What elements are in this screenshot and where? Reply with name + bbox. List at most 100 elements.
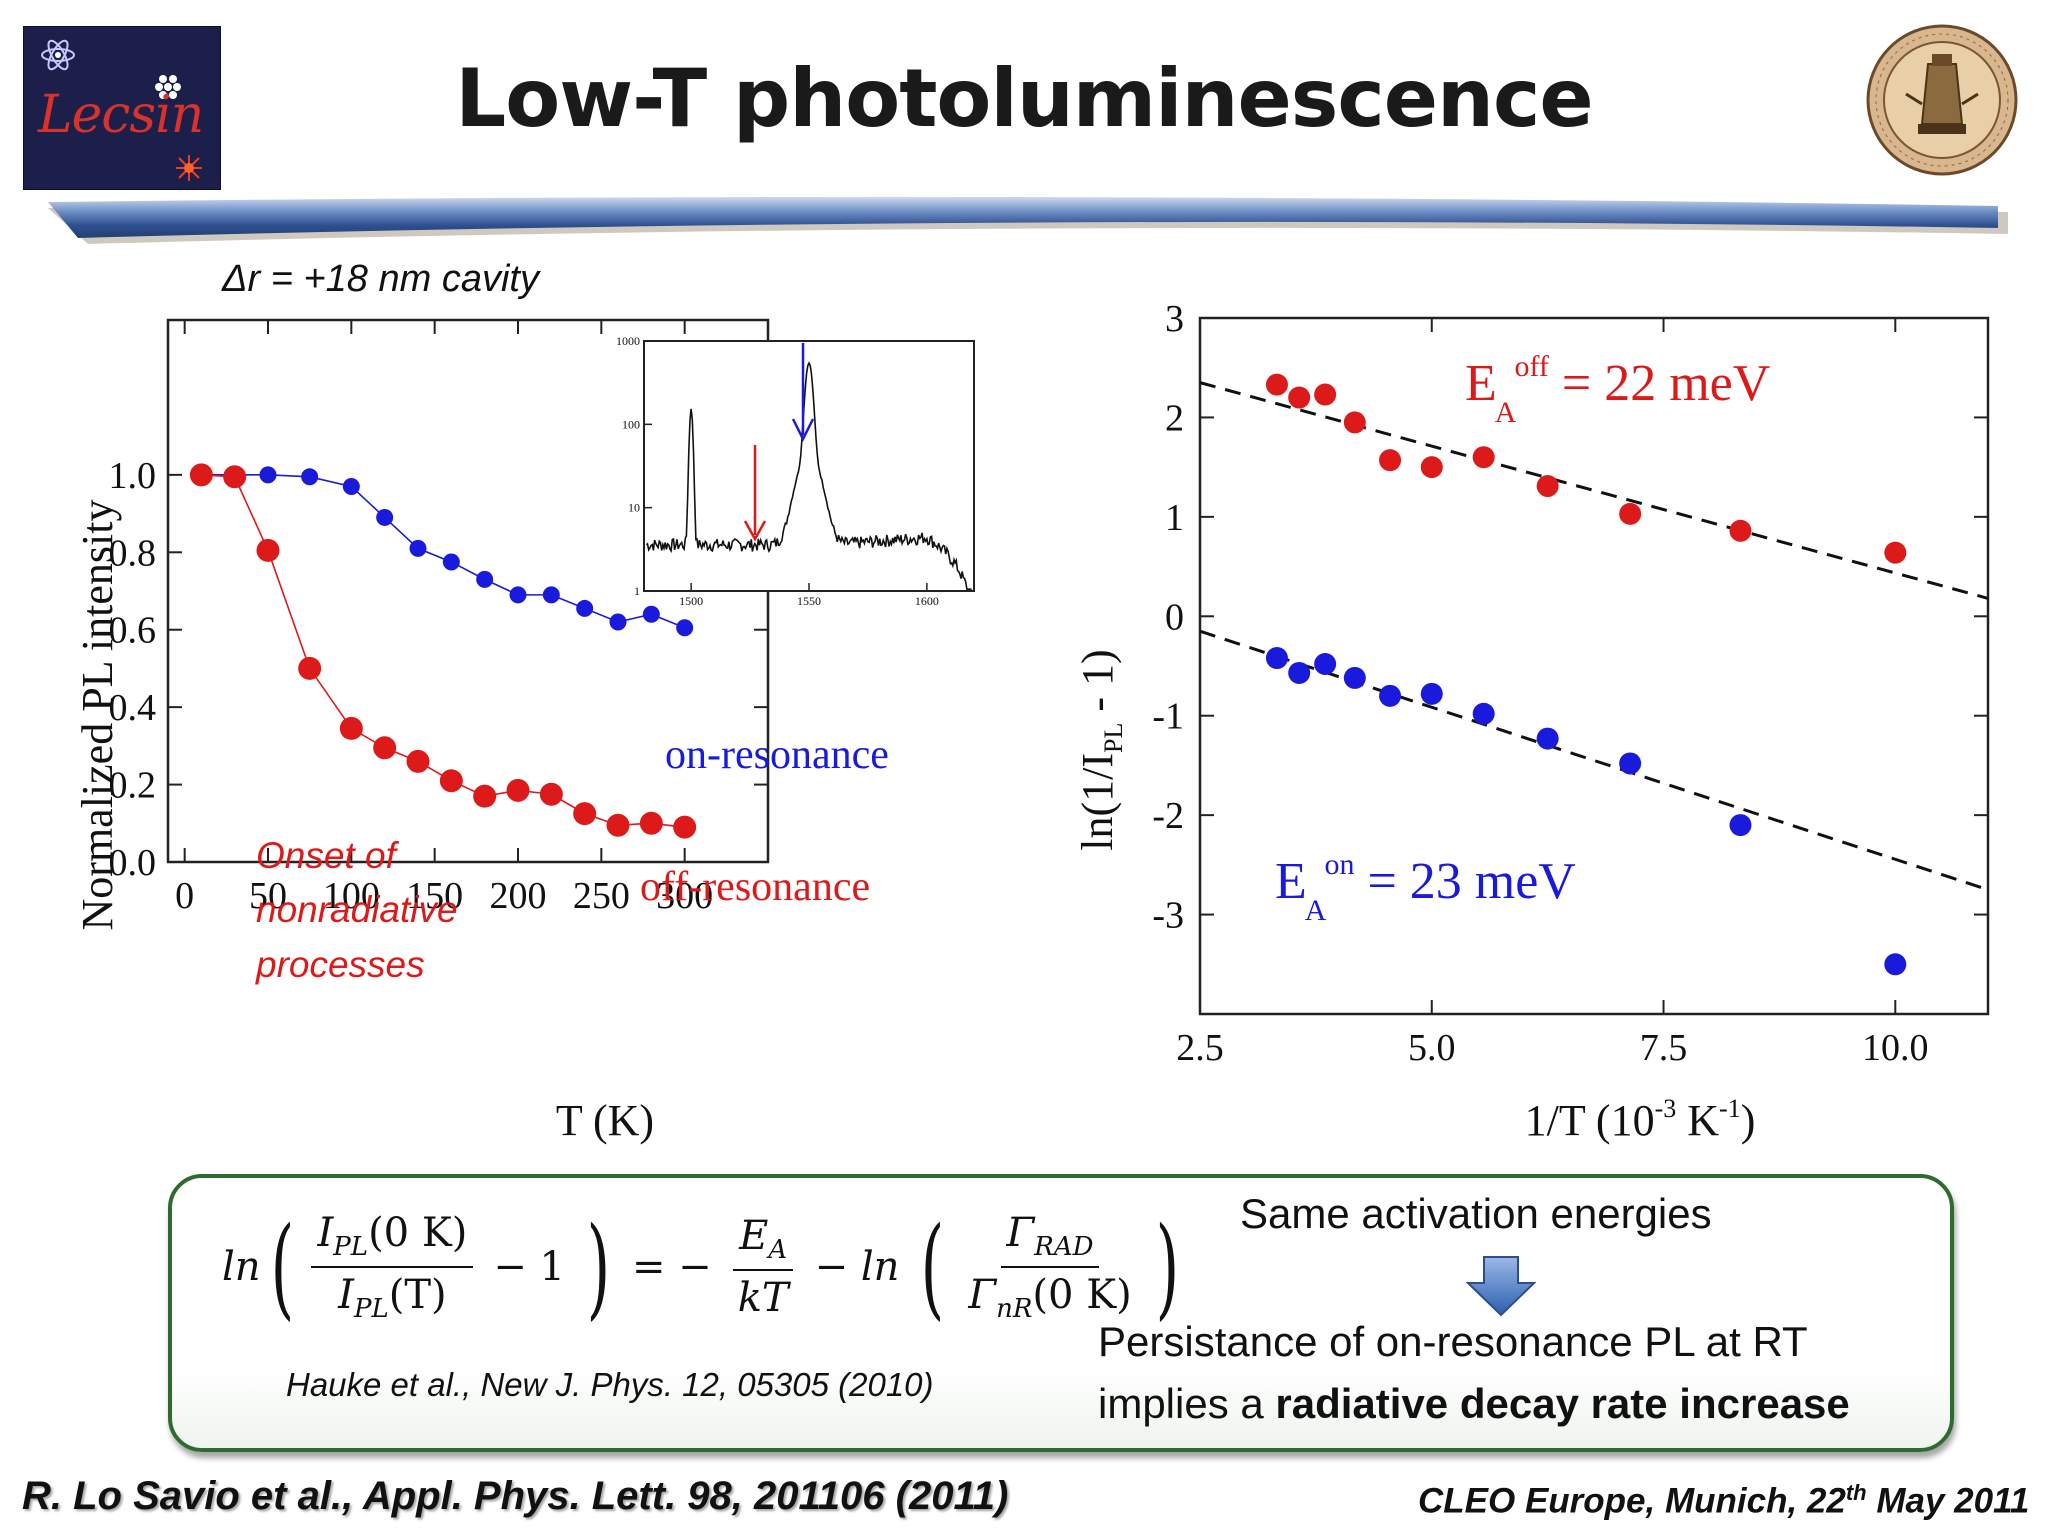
left-data-point-0	[642, 605, 660, 623]
formula-fraction-energy: EA kT	[732, 1213, 795, 1321]
left-x-tick-label: 300	[656, 875, 713, 917]
right-y-tick-label: 1	[1165, 497, 1184, 539]
right-y-tick-label: -3	[1152, 895, 1184, 937]
left-data-point-0	[609, 613, 627, 631]
pl-intensity-chart: 0 50 100 150 200 250 300 0.0 0.2 0.4 0.6 0.8 1.0 Nor…	[73, 318, 889, 1145]
left-data-point-0	[476, 570, 494, 588]
left-x-tick-label: 250	[573, 875, 630, 917]
left-x-tick-label: 100	[323, 875, 380, 917]
right-y-axis-label: ln(1/IPL - 1)	[1080, 649, 1128, 850]
inset-x-tick-label: 1550	[797, 594, 821, 607]
left-data-point-0	[301, 468, 319, 486]
fit-line-0	[1199, 381, 1989, 600]
right-data-point-off	[1884, 541, 1907, 564]
right-plot-frame	[1198, 316, 1990, 1016]
formula-paren-close: )	[586, 1203, 611, 1331]
left-data-point-1	[506, 778, 530, 802]
left-data-point-0	[376, 508, 394, 526]
left-x-tick-label: 150	[406, 875, 463, 917]
right-data-point-off	[1288, 386, 1311, 409]
atom-icon	[41, 39, 75, 71]
left-data-point-0	[542, 586, 560, 604]
right-data-point-off	[1472, 446, 1495, 469]
formula-fraction-intensity: IPL(0 K) IPL(T)	[311, 1210, 474, 1324]
right-data-point-off	[1536, 475, 1559, 498]
left-data-point-1	[256, 538, 280, 562]
off-resonance-label: off-resonance	[640, 864, 870, 910]
formula-equals: = −	[631, 1244, 712, 1290]
activation-energy-on-label: E Aon = 23 meV	[1275, 848, 1576, 927]
left-data-point-1	[639, 811, 663, 835]
inset-y-tick-label: 10	[628, 501, 640, 515]
inset-y-tick-label: 100	[622, 417, 640, 431]
left-y-tick-label: 0.8	[109, 532, 157, 574]
right-data-point-on	[1619, 752, 1642, 775]
blue-arrow-icon	[791, 343, 815, 442]
left-x-tick-label: 0	[175, 875, 194, 917]
right-data-point-off	[1420, 456, 1443, 479]
left-x-tick-label: 200	[490, 875, 547, 917]
left-data-point-0	[676, 619, 694, 637]
inset-frame	[643, 340, 975, 592]
on-resonance-label: on-resonance	[665, 732, 889, 778]
same-energies-text: Same activation energies	[1240, 1190, 1712, 1237]
lecsin-logo: Lecsin	[23, 26, 221, 190]
right-data-point-off	[1729, 519, 1752, 542]
right-data-point-on	[1379, 684, 1402, 707]
left-data-point-0	[442, 553, 460, 571]
inset-y-tick-label: 1000	[616, 335, 640, 348]
left-y-tick-label: 1.0	[109, 455, 157, 497]
onset-annotation-line2: nonradiative	[256, 889, 458, 930]
left-data-point-0	[342, 477, 360, 495]
left-data-point-1	[673, 815, 697, 839]
left-y-tick-label: 0.6	[109, 610, 157, 652]
left-data-point-0	[576, 599, 594, 617]
formula-minus-one: − 1	[493, 1244, 566, 1290]
left-y-tick-label: 0.0	[109, 842, 157, 884]
inset-y-tick-label: 1	[634, 584, 640, 598]
inset-x-tick-label: 1500	[679, 594, 703, 607]
right-y-tick-label: 0	[1165, 596, 1184, 638]
left-data-point-1	[539, 782, 563, 806]
left-data-point-1	[189, 463, 213, 487]
left-y-axis-label: Normalized PL intensity	[73, 500, 122, 931]
formula-box	[168, 1174, 1954, 1452]
inset-spectrum-line	[645, 361, 972, 590]
conclusion-line1: Persistance of on-resonance PL at RT	[1098, 1318, 1808, 1365]
left-data-point-0	[409, 539, 427, 557]
arrhenius-formula: ln ( IPL(0 K) IPL(T) − 1 ) = − EA kT − l…	[222, 1210, 1189, 1324]
right-data-point-on	[1343, 666, 1366, 689]
right-data-point-off	[1619, 502, 1642, 525]
right-data-point-on	[1288, 661, 1311, 684]
left-data-point-1	[406, 749, 430, 773]
down-arrow-icon	[1466, 1256, 1536, 1317]
right-data-point-off	[1314, 383, 1337, 406]
right-data-point-off	[1379, 449, 1402, 472]
right-y-tick-label: -1	[1152, 696, 1184, 738]
formula-citation: Hauke et al., New J. Phys. 12, 05305 (20…	[286, 1366, 934, 1403]
activation-energy-off-label: E Aoff = 22 meV	[1465, 350, 1770, 429]
right-x-tick-label: 7.5	[1640, 1027, 1688, 1069]
pl-spectrum-inset: 1 10 100 1000 1500 1550 1600	[616, 335, 975, 607]
left-data-point-1	[573, 802, 597, 826]
red-arrow-icon	[743, 445, 767, 542]
right-data-point-on	[1729, 814, 1752, 837]
left-data-point-0	[259, 466, 277, 484]
right-x-tick-label: 2.5	[1176, 1027, 1224, 1069]
left-data-point-1	[339, 716, 363, 740]
right-y-tick-label: 2	[1165, 397, 1184, 439]
left-data-point-0	[509, 586, 527, 604]
left-data-point-1	[373, 736, 397, 760]
right-data-point-off	[1343, 411, 1366, 434]
right-data-point-on	[1536, 727, 1559, 750]
fit-line-1	[1199, 629, 1989, 892]
formula-paren-close-2: )	[1155, 1203, 1179, 1331]
inset-x-tick-label: 1600	[915, 594, 939, 607]
left-data-point-1	[606, 813, 630, 837]
right-data-point-on	[1472, 702, 1495, 725]
formula-paren-open: (	[270, 1203, 294, 1331]
right-data-point-on	[1420, 682, 1443, 705]
right-x-axis-label: 1/T (10-3 K-1)	[1525, 1094, 1756, 1145]
right-data-point-on	[1884, 953, 1907, 976]
footer-conference: CLEO Europe, Munich, 22th May 2011	[1418, 1480, 2030, 1521]
